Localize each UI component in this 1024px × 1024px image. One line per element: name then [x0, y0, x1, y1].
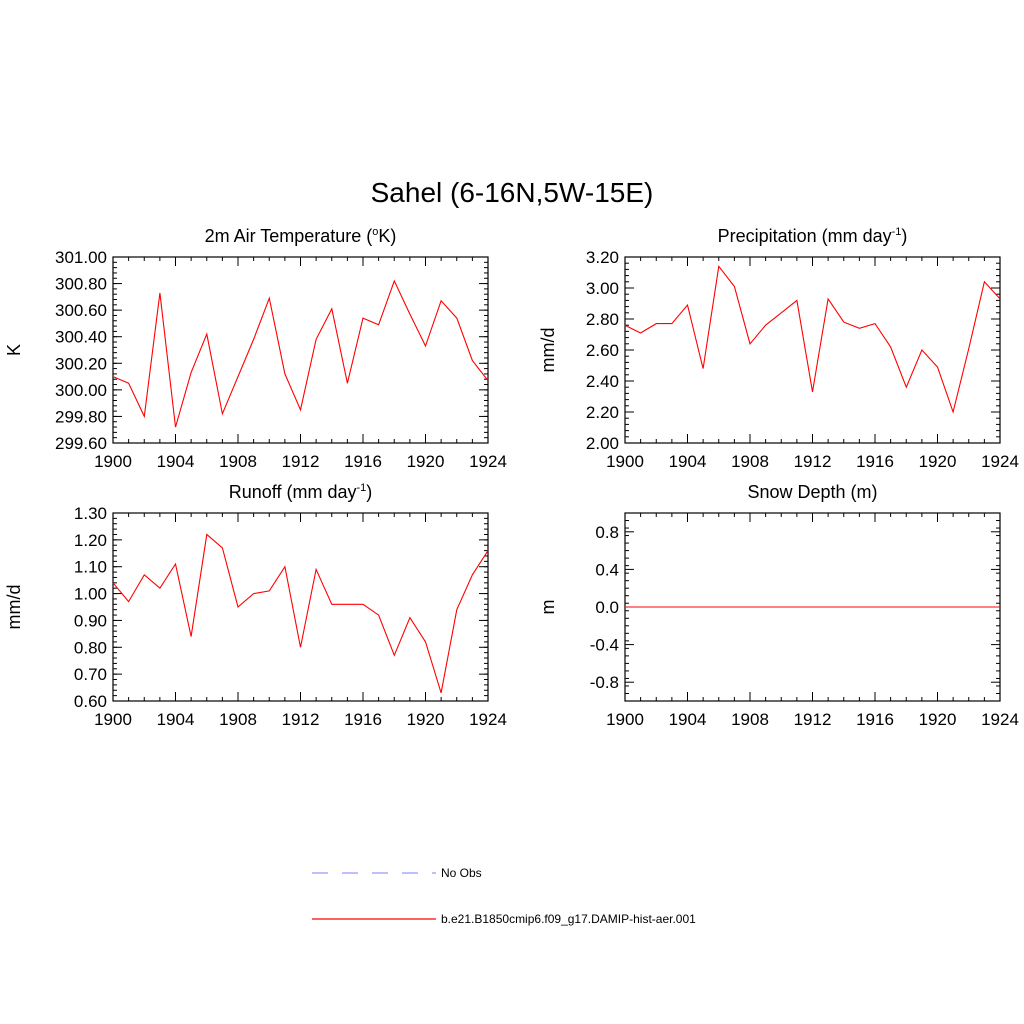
- y-tick-label: -0.4: [590, 636, 619, 655]
- x-tick-label: 1912: [794, 452, 832, 471]
- x-tick-label: 1916: [344, 452, 382, 471]
- y-tick-label: -0.8: [590, 673, 619, 692]
- x-tick-label: 1920: [919, 710, 957, 729]
- x-tick-label: 1904: [669, 452, 707, 471]
- panel-title: Precipitation (mm day-1): [718, 226, 908, 246]
- y-tick-label: 0.70: [74, 665, 107, 684]
- panel-title: 2m Air Temperature (oK): [205, 226, 397, 246]
- panel-title-superscript: -1: [892, 226, 902, 238]
- chart-panel-3: Runoff (mm day-1) mm/d 1900 1904 1908 1912 191…: [4, 482, 507, 729]
- y-tick-label: 299.60: [55, 434, 107, 453]
- y-tick-label: 3.00: [586, 279, 619, 298]
- y-tick-label: 0.0: [595, 598, 619, 617]
- x-tick-label: 1912: [282, 710, 320, 729]
- y-axis-label: m: [538, 600, 558, 615]
- y-tick-label: 0.8: [595, 523, 619, 542]
- x-tick-label: 1916: [856, 710, 894, 729]
- y-tick-label: 300.80: [55, 275, 107, 294]
- panel-title-text: Precipitation (mm day: [718, 226, 892, 246]
- x-tick-label: 1920: [407, 452, 445, 471]
- plot-frame: [112, 256, 489, 444]
- x-tick-label: 1908: [219, 452, 257, 471]
- chart-panels: 2m Air Temperature (oK) K 1900 1904 1908 1912…: [4, 226, 1019, 729]
- x-tick-label: 1916: [856, 452, 894, 471]
- x-tick-label: 1904: [669, 710, 707, 729]
- series-line: [112, 279, 489, 428]
- panel-title: Runoff (mm day-1): [229, 482, 373, 502]
- x-tick-label: 1900: [606, 710, 644, 729]
- panel-title-text: Snow Depth (m): [747, 482, 877, 502]
- y-tick-label: 3.20: [586, 248, 619, 267]
- y-tick-label: 2.40: [586, 372, 619, 391]
- plot-frame: [624, 256, 1001, 444]
- x-tick-label: 1912: [282, 452, 320, 471]
- panel-title-text: 2m Air Temperature (: [205, 226, 373, 246]
- legend-label: b.e21.B1850cmip6.f09_g17.DAMIP-hist-aer.…: [441, 912, 696, 926]
- y-tick-label: 300.00: [55, 381, 107, 400]
- y-tick-label: 299.80: [55, 407, 107, 426]
- y-tick-label: 0.80: [74, 638, 107, 657]
- x-tick-label: 1900: [606, 452, 644, 471]
- panel-title-text: Runoff (mm day: [229, 482, 357, 502]
- x-tick-label: 1916: [344, 710, 382, 729]
- series-line: [624, 264, 1001, 414]
- x-tick-label: 1912: [794, 710, 832, 729]
- plot-frame: [112, 512, 489, 702]
- y-tick-label: 2.20: [586, 403, 619, 422]
- legend: No Obs b.e21.B1850cmip6.f09_g17.DAMIP-his…: [312, 866, 696, 926]
- x-tick-label: 1900: [94, 452, 132, 471]
- y-axis-label: K: [4, 344, 24, 356]
- panel-title-suffix: ): [366, 482, 372, 502]
- x-tick-label: 1904: [157, 710, 195, 729]
- y-tick-label: 0.60: [74, 692, 107, 711]
- x-tick-label: 1924: [469, 710, 507, 729]
- x-tick-label: 1924: [469, 452, 507, 471]
- chart-panel-2: Precipitation (mm day-1) mm/d 1900 1904 1908…: [538, 226, 1019, 471]
- y-tick-label: 301.00: [55, 248, 107, 267]
- figure-title: Sahel (6-16N,5W-15E): [371, 177, 654, 208]
- series-line: [112, 533, 489, 694]
- x-tick-label: 1920: [919, 452, 957, 471]
- x-tick-label: 1924: [981, 452, 1019, 471]
- y-tick-label: 300.40: [55, 328, 107, 347]
- x-tick-label: 1924: [981, 710, 1019, 729]
- panel-title: Snow Depth (m): [747, 482, 877, 502]
- y-tick-label: 300.20: [55, 354, 107, 373]
- legend-label: No Obs: [441, 866, 482, 880]
- y-tick-label: 300.60: [55, 301, 107, 320]
- x-tick-label: 1920: [407, 710, 445, 729]
- y-tick-label: 1.10: [74, 558, 107, 577]
- x-tick-label: 1900: [94, 710, 132, 729]
- panel-title-suffix: K): [378, 226, 396, 246]
- y-axis-label: mm/d: [4, 585, 24, 630]
- legend-item-2: b.e21.B1850cmip6.f09_g17.DAMIP-hist-aer.…: [312, 912, 696, 926]
- x-tick-label: 1908: [731, 452, 769, 471]
- y-tick-label: 2.00: [586, 434, 619, 453]
- y-tick-label: 2.80: [586, 310, 619, 329]
- chart-panel-4: Snow Depth (m) m 1900 1904 1908 1912 1916 1920 1…: [538, 482, 1019, 729]
- panel-title-superscript: o: [372, 226, 378, 238]
- y-tick-label: 1.20: [74, 531, 107, 550]
- x-tick-label: 1908: [731, 710, 769, 729]
- y-axis-label: mm/d: [538, 328, 558, 373]
- y-tick-label: 0.90: [74, 611, 107, 630]
- y-tick-label: 0.4: [595, 560, 619, 579]
- x-tick-label: 1904: [157, 452, 195, 471]
- panel-title-superscript: -1: [356, 482, 366, 494]
- x-tick-label: 1908: [219, 710, 257, 729]
- panel-title-suffix: ): [901, 226, 907, 246]
- y-tick-label: 2.60: [586, 341, 619, 360]
- legend-item-1: No Obs: [312, 866, 482, 880]
- chart-panel-1: 2m Air Temperature (oK) K 1900 1904 1908 1912…: [4, 226, 507, 471]
- y-tick-label: 1.00: [74, 585, 107, 604]
- y-tick-label: 1.30: [74, 504, 107, 523]
